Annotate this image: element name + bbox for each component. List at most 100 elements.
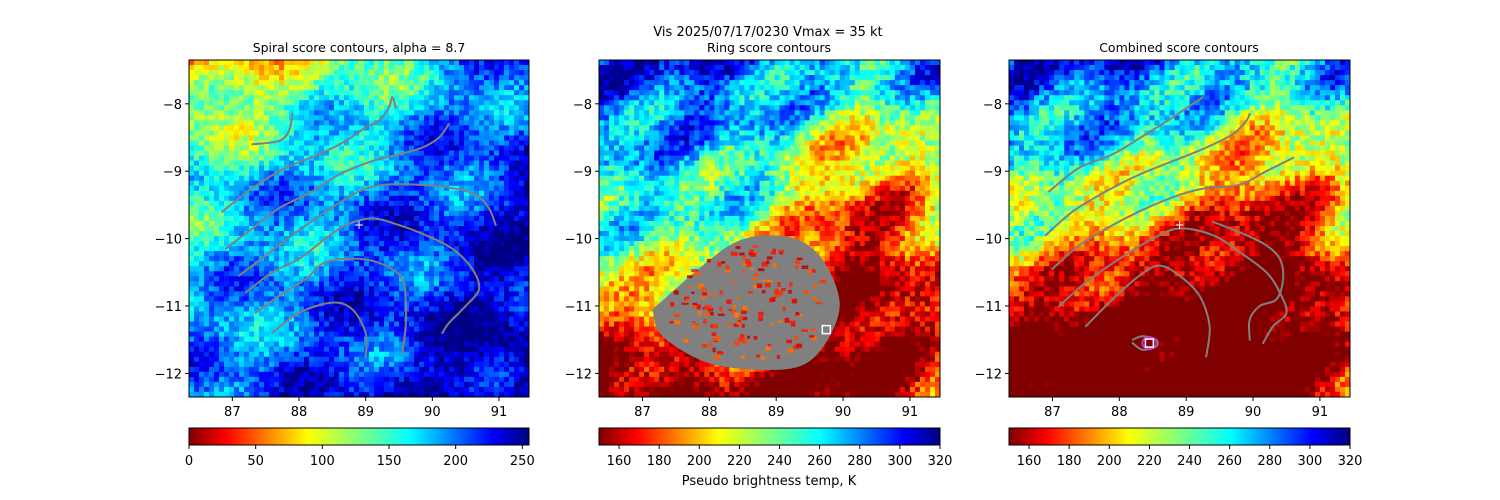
- ring-speckle: [736, 321, 740, 326]
- ring-speckle: [731, 280, 736, 283]
- ring-speckle: [754, 251, 759, 255]
- ring-speckle: [788, 289, 792, 294]
- panel-title: Ring score contours: [707, 40, 831, 55]
- ring-speckle: [718, 351, 724, 355]
- ring-speckle: [704, 304, 712, 310]
- ring-speckle: [709, 293, 717, 296]
- ring-speckle: [765, 282, 771, 288]
- ring-speckle: [769, 298, 774, 303]
- figure-suptitle: Vis 2025/07/17/0230 Vmax = 35 kt: [653, 25, 882, 40]
- ring-speckle: [745, 259, 751, 264]
- ring-speckle: [717, 261, 722, 267]
- ring-speckle: [746, 261, 752, 267]
- ring-speckle: [735, 246, 741, 250]
- ring-speckle: [765, 260, 770, 265]
- ring-speckle: [673, 290, 679, 295]
- ring-speckle: [691, 269, 699, 273]
- ring-speckle: [701, 287, 707, 292]
- ring-speckle: [702, 292, 707, 296]
- ring-speckle: [753, 273, 760, 276]
- ring-speckle: [741, 323, 745, 328]
- ring-speckle: [784, 317, 790, 323]
- ring-speckle: [758, 317, 763, 322]
- ring-speckle: [737, 320, 741, 324]
- contour-line: [1084, 264, 1211, 358]
- ring-speckle: [733, 312, 740, 318]
- ring-speckle: [697, 283, 705, 289]
- colorbar-tick-label: 250: [510, 454, 535, 469]
- ring-speckle: [770, 251, 776, 255]
- ring-speckle: [732, 304, 737, 309]
- ring-speckle: [794, 335, 798, 341]
- ring-speckle: [761, 290, 766, 294]
- heatmap-background: [189, 60, 529, 397]
- ring-speckle: [813, 284, 817, 289]
- ring-speckle: [761, 279, 769, 282]
- panel-spiral-score: Spiral score contours, alpha = 8.7 + 87 8…: [155, 40, 535, 469]
- ring-speckle: [741, 316, 748, 321]
- ring-speckle: [796, 343, 803, 348]
- ring-speckle: [701, 296, 707, 300]
- center-marker: +: [1174, 218, 1184, 232]
- x-tick-label: 87: [1044, 405, 1061, 420]
- ring-speckle: [697, 311, 702, 316]
- contour-line: [1058, 227, 1288, 345]
- y-tick-label: −12: [975, 367, 1002, 382]
- ring-speckle: [719, 290, 724, 295]
- y-tick-label: −12: [565, 367, 592, 382]
- ring-speckle: [673, 314, 681, 318]
- colorbar-tick-label: 0: [185, 454, 193, 469]
- y-tick-label: −11: [155, 300, 182, 315]
- ring-speckle: [801, 329, 809, 332]
- ring-speckle: [819, 279, 827, 284]
- ring-speckle: [692, 321, 696, 324]
- ring-speckle: [798, 314, 803, 317]
- colorbar-tick-label: 320: [1338, 454, 1363, 469]
- ring-speckle: [692, 325, 699, 330]
- ring-speckle: [786, 339, 793, 344]
- ring-speckle: [781, 288, 786, 291]
- colorbar-label: Pseudo brightness temp, K: [682, 474, 857, 489]
- ring-speckle: [756, 354, 760, 358]
- ring-speckle: [767, 343, 772, 347]
- y-tick-label: −9: [983, 165, 1002, 180]
- ring-speckle: [741, 339, 746, 344]
- colorbar-tick-label: 50: [247, 454, 264, 469]
- x-tick-label: 89: [357, 405, 374, 420]
- x-tick-label: 90: [1245, 405, 1262, 420]
- ring-speckle: [778, 320, 783, 323]
- ring-speckle: [741, 310, 747, 315]
- ring-speckle: [683, 338, 688, 342]
- ring-speckle: [717, 313, 725, 317]
- ring-speckle: [772, 262, 777, 268]
- colorbar: 160 180 200 220 240 260 280 300 320: [598, 427, 952, 469]
- ring-speckle: [721, 261, 726, 264]
- colorbar: 0 50 100 150 200 250: [185, 427, 535, 469]
- ring-speckle: [681, 302, 689, 305]
- ring-speckle: [769, 323, 774, 326]
- ring-speckle: [738, 315, 744, 320]
- colorbar-gradient: [1008, 427, 1351, 446]
- ring-speckle: [751, 277, 759, 281]
- x-tick-label: 87: [224, 405, 241, 420]
- ring-speckle: [706, 258, 711, 263]
- axes-ticks: 87 88 89 90 91 −8 −9 −10 −11 −12: [155, 98, 508, 420]
- ring-speckle: [758, 268, 765, 272]
- ring-layer: [652, 235, 840, 370]
- x-tick-label: 87: [634, 405, 651, 420]
- y-tick-label: −10: [565, 233, 592, 248]
- ring-speckle: [711, 332, 717, 336]
- ring-speckle: [775, 288, 779, 292]
- marker-square: [821, 324, 832, 335]
- ring-speckle: [694, 272, 701, 276]
- colorbar-tick-label: 280: [1257, 454, 1282, 469]
- ring-speckle: [795, 265, 799, 269]
- ring-speckle: [793, 345, 800, 350]
- ring-speckle: [789, 282, 793, 287]
- ring-speckle: [808, 269, 813, 275]
- colorbar-tick-label: 220: [727, 454, 752, 469]
- colorbar-tick-label: 180: [1057, 454, 1082, 469]
- ring-speckle: [740, 334, 745, 340]
- ring-speckle: [687, 275, 693, 279]
